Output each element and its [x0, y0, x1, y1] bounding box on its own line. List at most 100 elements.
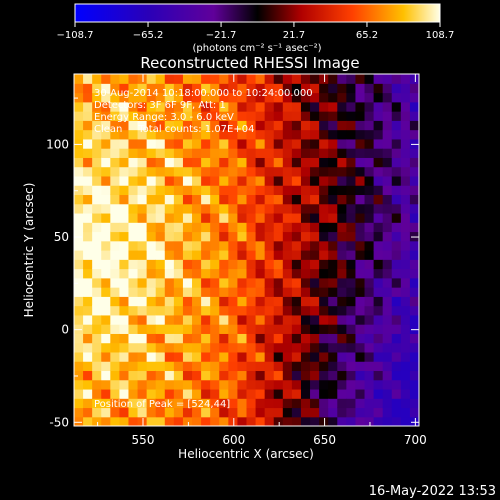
heatmap-cell	[146, 342, 157, 353]
heatmap-cell	[246, 157, 257, 168]
heatmap-cell	[264, 203, 275, 214]
heatmap-cell	[337, 240, 347, 251]
heatmap-cell	[264, 296, 275, 307]
heatmap-cell	[83, 166, 93, 177]
heatmap-cell	[219, 101, 229, 112]
heatmap-cell	[328, 268, 338, 279]
heatmap-cell	[164, 111, 175, 121]
heatmap-cell	[364, 240, 375, 251]
heatmap-cell	[83, 148, 93, 158]
heatmap-cell	[346, 129, 357, 140]
heatmap-cell	[328, 120, 338, 131]
heatmap-cell	[83, 129, 93, 140]
heatmap-cell	[182, 305, 193, 316]
heatmap-cell	[255, 324, 266, 334]
heatmap-cell	[119, 379, 130, 390]
heatmap-cell	[182, 379, 193, 390]
heatmap-cell	[364, 212, 375, 223]
heatmap-cell	[119, 212, 130, 223]
heatmap-cell	[337, 314, 347, 325]
heatmap-cell	[110, 416, 120, 426]
heatmap-cell	[182, 203, 193, 214]
colorbar-strip	[74, 3, 441, 23]
heatmap-cell	[146, 240, 157, 251]
heatmap-cell	[273, 370, 284, 381]
heatmap-cell	[409, 148, 419, 158]
heatmap-cell	[74, 74, 84, 84]
heatmap-cell	[310, 388, 320, 399]
heatmap-cell	[201, 351, 211, 362]
heatmap-cell	[201, 370, 211, 381]
heatmap-cell	[373, 74, 384, 84]
heatmap-cell	[319, 361, 329, 372]
heatmap-cell	[328, 185, 338, 196]
heatmap-cell	[219, 370, 229, 381]
heatmap-cell	[273, 287, 284, 297]
heatmap-cell	[110, 101, 120, 112]
heatmap-cell	[137, 222, 148, 233]
heatmap-cell	[346, 398, 357, 409]
heatmap-cell	[237, 277, 248, 288]
heatmap-cell	[328, 398, 338, 409]
heatmap-cell	[282, 101, 293, 112]
heatmap-cell	[373, 259, 384, 270]
heatmap-cell	[373, 333, 384, 344]
heatmap-cell	[146, 324, 157, 334]
heatmap-cell	[74, 120, 84, 131]
heatmap-cell	[382, 342, 393, 353]
heatmap-cell	[146, 83, 157, 94]
heatmap-cell	[182, 296, 193, 307]
heatmap-cell	[182, 101, 193, 112]
heatmap-cell	[310, 101, 320, 112]
heatmap-cell	[228, 324, 239, 334]
heatmap-cell	[119, 268, 130, 279]
heatmap-cell	[355, 212, 366, 223]
heatmap-cell	[319, 231, 329, 242]
heatmap-cell	[355, 259, 366, 270]
colorbar-tick-label: −21.7	[206, 30, 237, 41]
heatmap-cell	[300, 342, 311, 353]
heatmap-cell	[173, 287, 184, 297]
heatmap-cell	[137, 398, 148, 409]
heatmap-cell	[83, 138, 93, 149]
heatmap-cell	[155, 120, 166, 131]
heatmap-cell	[346, 92, 357, 103]
heatmap-cell	[101, 361, 111, 372]
heatmap-cell	[310, 342, 320, 353]
heatmap-cell	[210, 83, 220, 94]
heatmap-cell	[291, 148, 302, 158]
heatmap-cell	[291, 388, 302, 399]
heatmap-cell	[228, 351, 239, 362]
heatmap-cell	[101, 148, 111, 158]
heatmap-cell	[382, 287, 393, 297]
heatmap-cell	[373, 407, 384, 418]
heatmap-cell	[192, 212, 202, 223]
heatmap-cell	[264, 120, 275, 131]
heatmap-cell	[228, 250, 239, 260]
heatmap-cell	[337, 361, 347, 372]
heatmap-cell	[128, 185, 139, 196]
heatmap-cell	[328, 379, 338, 390]
heatmap-cell	[346, 240, 357, 251]
heatmap-cell	[219, 83, 229, 94]
heatmap-cell	[219, 314, 229, 325]
heatmap-cell	[337, 194, 347, 205]
heatmap-cell	[155, 185, 166, 196]
heatmap-cell	[282, 342, 293, 353]
y-tick-label: -50	[49, 415, 69, 429]
heatmap-cell	[201, 407, 211, 418]
heatmap-cell	[400, 231, 411, 242]
heatmap-cell	[246, 240, 257, 251]
heatmap-cell	[210, 370, 220, 381]
heatmap-cell	[101, 287, 111, 297]
heatmap-cell	[373, 250, 384, 260]
colorbar-tick-label: 65.2	[356, 30, 378, 41]
heatmap-cell	[128, 222, 139, 233]
heatmap-cell	[92, 203, 102, 214]
heatmap-cell	[255, 287, 266, 297]
heatmap-cell	[110, 120, 120, 131]
heatmap-cell	[219, 333, 229, 344]
heatmap-cell	[155, 92, 166, 103]
heatmap-cell	[219, 407, 229, 418]
heatmap-cell	[355, 74, 366, 84]
